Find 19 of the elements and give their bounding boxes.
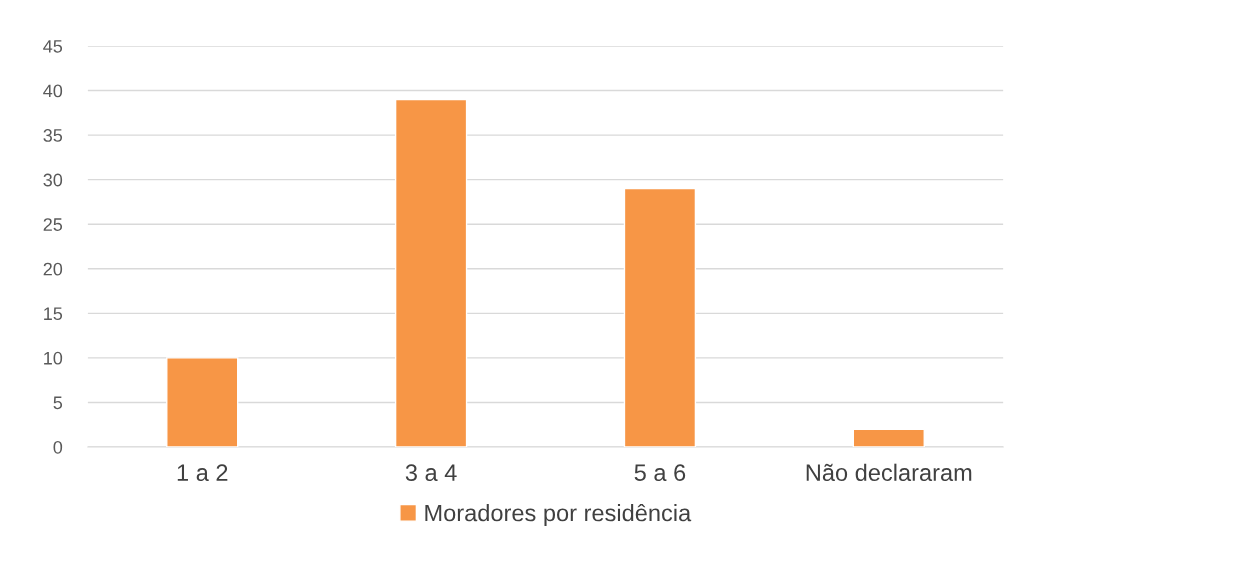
y-tick-label: 15 [44, 307, 63, 321]
x-tick-label: 5 a 6 [634, 464, 686, 482]
bar [623, 187, 697, 448]
y-tick-label: 10 [44, 351, 63, 365]
y-tick-label: 45 [43, 40, 63, 53]
y-tick-label: 0 [53, 440, 63, 454]
y-tick-label: 25 [43, 218, 63, 231]
y-tick-label: 30 [43, 173, 63, 187]
legend-label: Moradores por residência [425, 503, 692, 527]
bar [166, 357, 239, 448]
bar [394, 98, 468, 448]
y-tick-label: 5 [53, 396, 63, 410]
x-tick-label: 3 a 4 [405, 464, 457, 482]
bar [852, 428, 925, 448]
x-tick-label: Não declararam [806, 463, 972, 482]
y-tick-label: 20 [43, 262, 63, 276]
y-tick-label: 35 [43, 129, 63, 142]
x-tick-label: 1 a 2 [177, 464, 228, 482]
y-tick-label: 40 [43, 84, 63, 98]
